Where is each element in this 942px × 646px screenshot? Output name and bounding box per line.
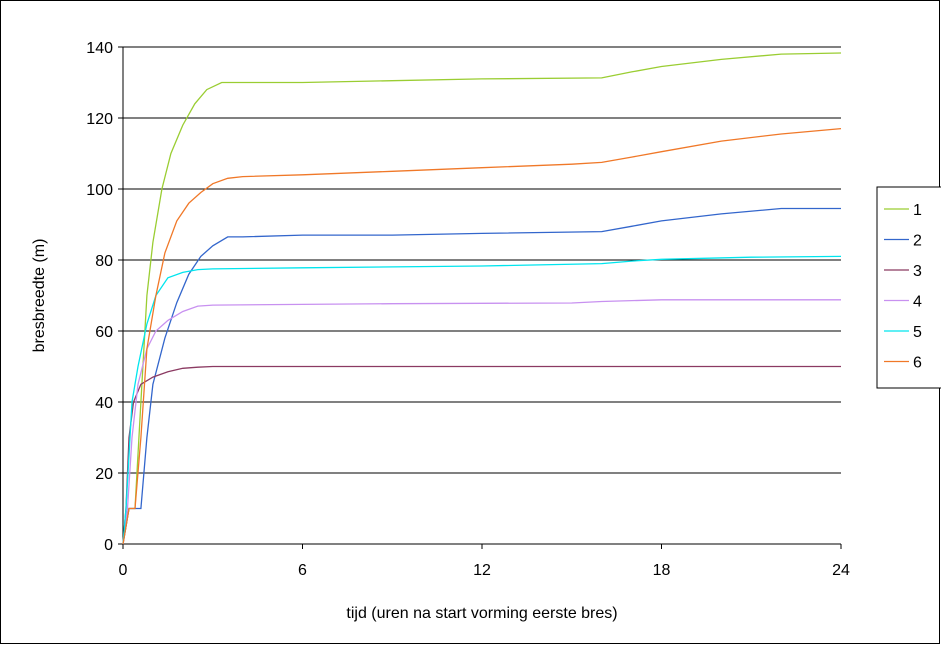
series-line-6 [122,127,842,545]
y-tick-label: 40 [95,395,113,412]
series-line-4 [122,299,841,545]
legend-box [876,186,941,389]
series-line-1 [122,52,842,545]
legend-label: 2 [913,233,922,250]
x-tick-label: 12 [473,562,491,579]
y-axis-title: bresbreedte (m) [31,239,48,353]
legend-label: 1 [913,202,922,219]
x-tick-label: 6 [298,562,307,579]
legend-label: 5 [913,324,922,341]
x-tick-label: 24 [832,562,850,579]
legend-label: 4 [913,294,922,311]
y-tick-label: 60 [95,324,113,341]
series-line-2 [122,207,841,545]
y-tick-label: 120 [86,111,113,128]
x-tick-label: 18 [653,562,671,579]
series-lines [122,52,842,545]
x-tick-label: 0 [119,562,128,579]
y-tick-label: 140 [86,40,113,57]
y-tick-label: 100 [86,182,113,199]
axes: 0 20 40 60 80 100 120 140 0 6 12 18 24 [86,40,850,579]
legend-label: 6 [913,355,922,372]
y-tick-label: 0 [104,537,113,554]
series-line-3 [122,365,841,545]
y-tick-label: 20 [95,466,113,483]
x-axis-title: tijd (uren na start vorming eerste bres) [346,605,617,622]
legend: 1 2 3 4 5 6 [876,186,941,389]
grid-lines [123,46,841,474]
legend-label: 3 [913,263,922,280]
y-tick-label: 80 [95,253,113,270]
series-line-5 [122,255,842,545]
